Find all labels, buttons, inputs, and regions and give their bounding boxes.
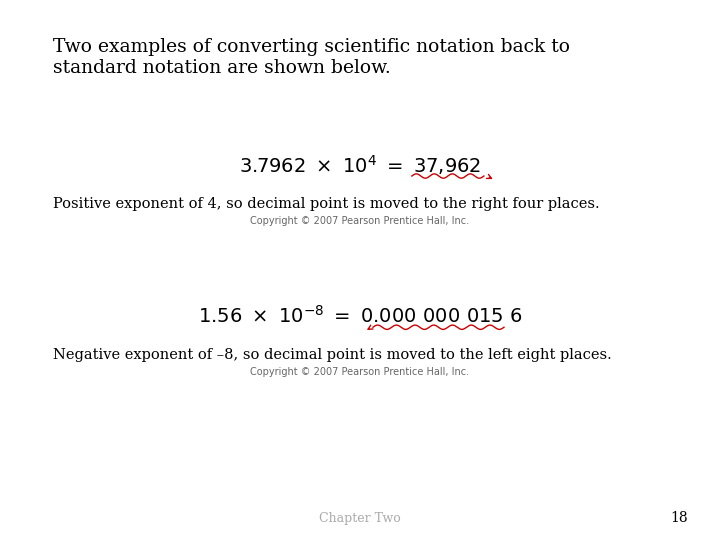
- Text: Negative exponent of –8, so decimal point is moved to the left eight places.: Negative exponent of –8, so decimal poin…: [53, 348, 611, 362]
- Text: Chapter Two: Chapter Two: [319, 512, 401, 525]
- Text: Copyright © 2007 Pearson Prentice Hall, Inc.: Copyright © 2007 Pearson Prentice Hall, …: [251, 367, 469, 377]
- Text: Positive exponent of 4, so decimal point is moved to the right four places.: Positive exponent of 4, so decimal point…: [53, 197, 599, 211]
- Text: 18: 18: [670, 511, 688, 525]
- Text: Copyright © 2007 Pearson Prentice Hall, Inc.: Copyright © 2007 Pearson Prentice Hall, …: [251, 216, 469, 226]
- Text: $3.7962\ \times\ 10^{4}\ =\ 37{,}962$: $3.7962\ \times\ 10^{4}\ =\ 37{,}962$: [239, 153, 481, 177]
- Text: $1.56\ \times\ 10^{-8}\ =\ 0.000\ 000\ 015\ 6$: $1.56\ \times\ 10^{-8}\ =\ 0.000\ 000\ 0…: [198, 305, 522, 327]
- Text: Two examples of converting scientific notation back to
standard notation are sho: Two examples of converting scientific no…: [53, 38, 570, 77]
